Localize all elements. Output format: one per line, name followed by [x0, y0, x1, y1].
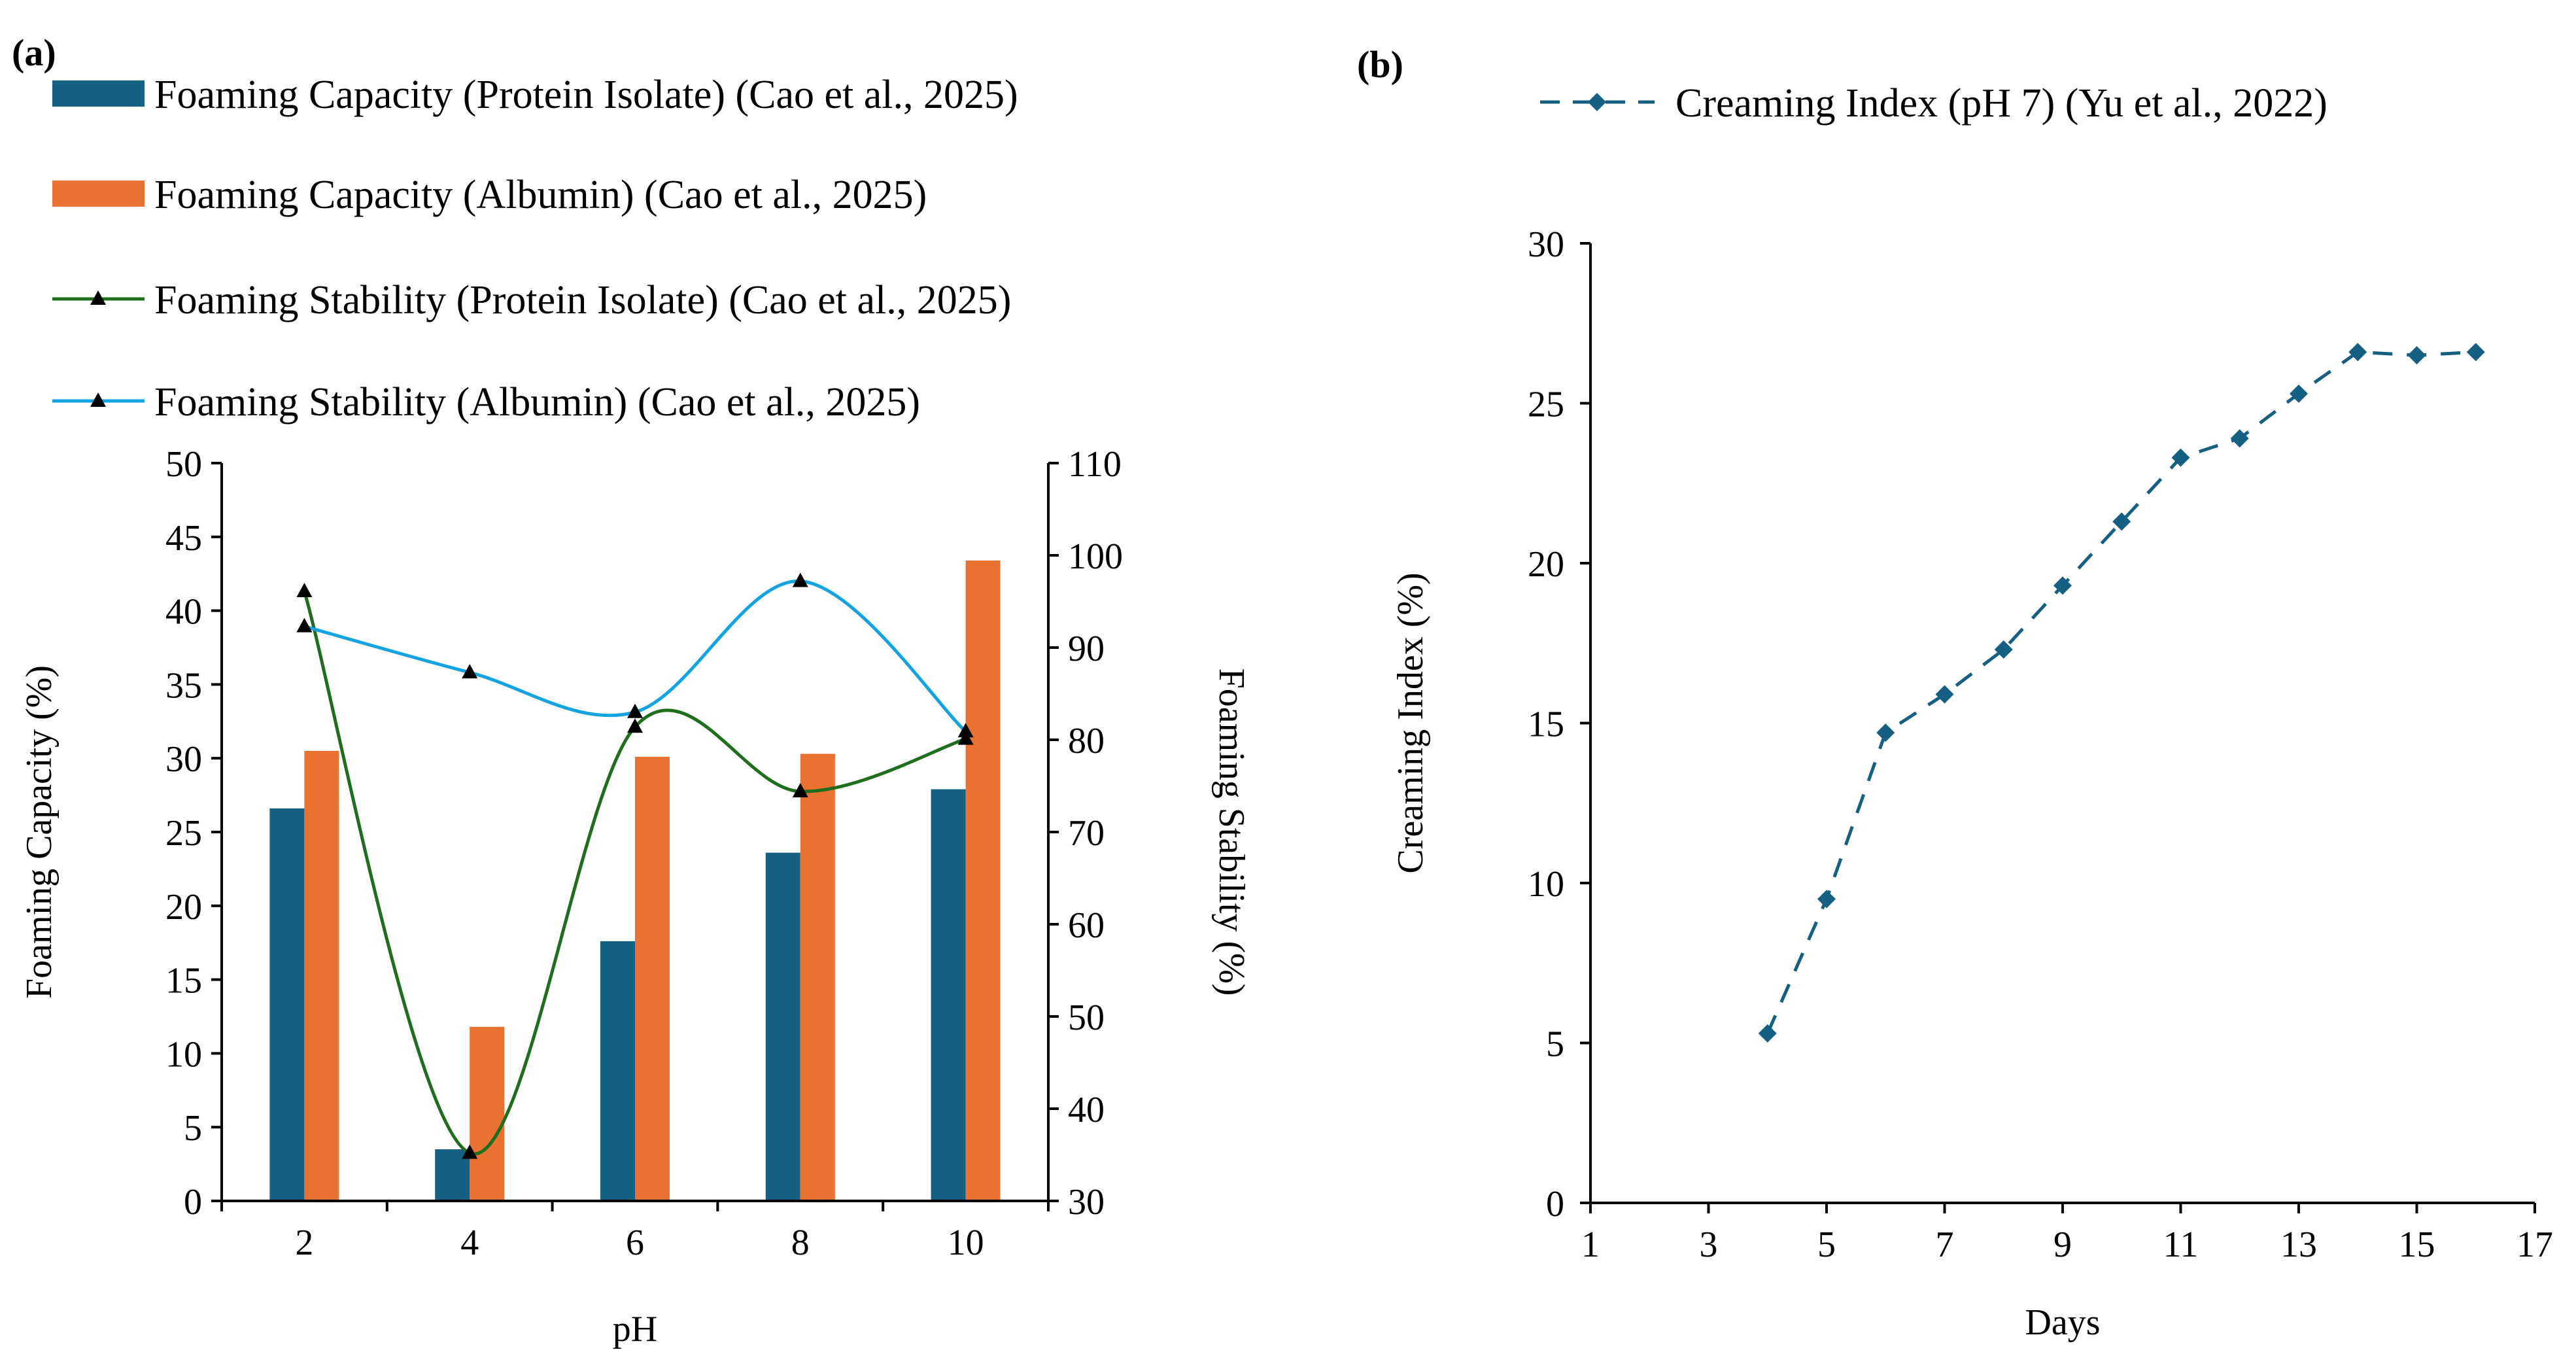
y2-axis-title: Foaming Stability (%)	[1211, 668, 1252, 996]
y2-tick-label: 90	[1068, 629, 1105, 669]
y2-tick-label: 40	[1068, 1090, 1105, 1130]
data-point-marker	[462, 1144, 478, 1159]
y-tick-label: 30	[1528, 224, 1564, 265]
data-point-marker	[462, 664, 478, 679]
line-fs-albumin	[303, 579, 967, 733]
x-axis-title: pH	[613, 1309, 657, 1349]
y2-tick-label: 60	[1068, 905, 1105, 946]
y-tick-label: 10	[1528, 864, 1564, 905]
data-point-marker	[792, 572, 808, 587]
x-tick-label: 7	[1936, 1224, 1954, 1265]
y-tick-label: 40	[165, 592, 202, 633]
panel-b-label: (b)	[1357, 43, 1403, 86]
data-point-marker	[2290, 384, 2308, 403]
y2-tick-label: 80	[1068, 721, 1105, 761]
y-tick-label: 30	[165, 739, 202, 780]
x-tick-label: 6	[626, 1223, 644, 1263]
y-tick-label: 20	[1528, 544, 1564, 585]
data-point-marker	[296, 617, 313, 633]
y-tick-label: 25	[1528, 385, 1564, 425]
y2-tick-label: 30	[1068, 1182, 1105, 1223]
y-tick-label: 5	[1546, 1024, 1564, 1065]
y2-tick-label: 50	[1068, 998, 1105, 1038]
legend-marker	[1588, 93, 1606, 111]
legend-swatch	[52, 181, 145, 207]
y-tick-label: 15	[1528, 704, 1564, 745]
data-point-marker	[627, 718, 643, 733]
bar-albumin	[965, 560, 1001, 1201]
data-point-marker	[792, 782, 808, 797]
legend-marker	[90, 392, 106, 407]
bar-albumin	[470, 1026, 505, 1201]
series-line	[1766, 350, 2476, 1034]
y-tick-label: 5	[184, 1108, 202, 1149]
legend-swatch	[52, 80, 145, 107]
data-point-marker	[1935, 685, 1954, 704]
y2-tick-label: 110	[1068, 444, 1122, 485]
panel-a-label: (a)	[12, 31, 56, 74]
x-tick-label: 3	[1700, 1224, 1718, 1265]
legend-label: Foaming Capacity (Protein Isolate) (Cao …	[154, 73, 1018, 117]
y-tick-label: 50	[165, 444, 202, 485]
legend-label: Foaming Capacity (Albumin) (Cao et al., …	[154, 173, 927, 217]
bar-albumin	[635, 756, 670, 1201]
legend-marker	[90, 290, 106, 305]
data-point-marker	[296, 582, 313, 597]
x-tick-label: 2	[295, 1223, 313, 1263]
x-axis-title: Days	[2025, 1302, 2100, 1343]
data-point-marker	[2053, 576, 2072, 595]
y-tick-label: 45	[165, 518, 202, 559]
data-point-marker	[627, 703, 643, 718]
y-axis-title: Foaming Capacity (%)	[19, 665, 60, 999]
x-tick-label: 1	[1581, 1224, 1600, 1265]
data-point-marker	[2407, 346, 2426, 365]
x-tick-label: 10	[948, 1223, 984, 1263]
x-tick-label: 15	[2399, 1224, 2435, 1265]
data-point-marker	[1876, 723, 1895, 742]
data-point-marker	[2466, 343, 2485, 362]
y-tick-label: 35	[165, 665, 202, 706]
x-tick-label: 5	[1817, 1224, 1836, 1265]
y2-tick-label: 100	[1068, 536, 1123, 577]
chart-a: 0 5 10 15 20 25 30 35 40 45 50 30 40 50 60 70 80 90 100 110…	[19, 73, 1252, 1349]
data-point-marker	[957, 730, 974, 745]
x-tick-label: 17	[2516, 1224, 2553, 1265]
legend-label: Foaming Stability (Protein Isolate) (Cao…	[154, 278, 1011, 322]
y-tick-label: 15	[165, 961, 202, 1001]
legend-label: Foaming Stability (Albumin) (Cao et al.,…	[154, 380, 920, 425]
y-tick-label: 0	[184, 1182, 202, 1223]
data-point-marker	[1758, 1024, 1777, 1043]
data-point-marker	[2348, 343, 2367, 362]
y2-tick-label: 70	[1068, 813, 1105, 854]
y-tick-label: 20	[165, 887, 202, 928]
bar-protein-isolate	[931, 789, 966, 1201]
y-tick-label: 0	[1546, 1184, 1564, 1224]
bar-protein-isolate	[269, 808, 305, 1201]
y-tick-label: 10	[165, 1034, 202, 1075]
x-tick-label: 4	[460, 1223, 479, 1263]
x-tick-label: 8	[791, 1223, 810, 1263]
data-point-marker	[1817, 890, 1836, 909]
data-point-marker	[2112, 512, 2131, 531]
x-tick-label: 9	[2053, 1224, 2072, 1265]
y-axis-title: Creaming Index (%)	[1390, 572, 1431, 873]
bar-albumin	[304, 750, 339, 1201]
data-point-marker	[1994, 640, 2013, 659]
data-point-marker	[2171, 448, 2190, 467]
bar-albumin	[800, 754, 835, 1201]
data-point-marker	[957, 723, 974, 738]
legend-label: Creaming Index (pH 7) (Yu et al., 2022)	[1675, 81, 2327, 126]
bar-protein-isolate	[765, 852, 800, 1201]
y-tick-label: 25	[165, 813, 202, 854]
data-point-marker	[2230, 429, 2249, 448]
bar-protein-isolate	[600, 941, 635, 1201]
x-tick-label: 13	[2280, 1224, 2317, 1265]
x-tick-label: 11	[2163, 1224, 2199, 1265]
